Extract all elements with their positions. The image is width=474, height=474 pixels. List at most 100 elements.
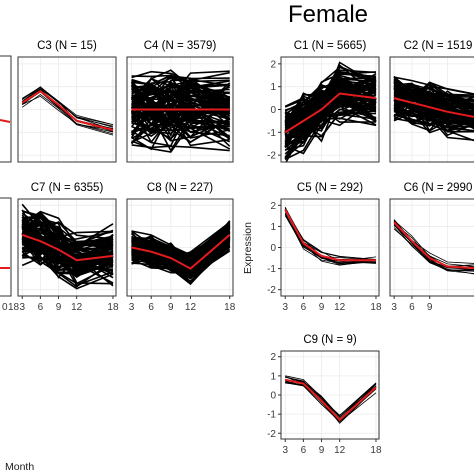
x-axis-label-fragment: Month	[5, 461, 34, 473]
panel-frame	[389, 56, 474, 163]
member-line	[131, 118, 231, 144]
cropped-xtick: 0	[2, 302, 8, 313]
y-tick-label: 2	[270, 59, 276, 70]
member-line	[21, 94, 114, 136]
cluster-panel: C5 (N = 292) 2 1 0 -1 -2	[267, 182, 380, 297]
x-tick-label: 9	[168, 302, 174, 313]
y-tick-label: 2	[270, 352, 276, 363]
member-line	[130, 82, 230, 118]
member-line	[21, 220, 114, 249]
panel-frame	[17, 198, 117, 297]
x-tick-label: 3	[282, 302, 288, 313]
member-line	[393, 101, 474, 132]
cropped-panel-left-mid	[0, 197, 12, 297]
cropped-panel-left-top	[0, 55, 12, 163]
y-tick-label: -1	[267, 128, 276, 139]
panel-title: C8 (N = 227)	[147, 182, 213, 194]
x-tick-label: 9	[319, 302, 325, 313]
panel-title: C3 (N = 15)	[37, 40, 97, 52]
member-line	[131, 234, 231, 274]
member-line	[131, 86, 231, 115]
member-line	[131, 69, 230, 99]
member-line	[131, 243, 231, 272]
x-tick-label: 18	[370, 445, 382, 456]
panel-title: C7 (N = 6355)	[31, 182, 104, 194]
x-tick-label: 6	[148, 302, 154, 313]
member-line	[393, 92, 474, 111]
member-line	[131, 241, 231, 275]
member-line	[394, 85, 474, 109]
member-line	[21, 86, 114, 128]
panel-frame	[389, 198, 474, 297]
mean-line	[284, 209, 376, 262]
x-tick-label: 3	[129, 302, 135, 313]
x-tick-label: 12	[334, 302, 346, 313]
panel-frame	[126, 56, 234, 163]
member-line	[284, 91, 377, 134]
x-tick-label: 9	[319, 445, 325, 456]
member-line	[131, 91, 230, 126]
x-tick-label: 3	[282, 445, 288, 456]
x-tick-label: 3	[19, 302, 25, 313]
member-line	[22, 255, 114, 290]
member-line	[394, 109, 474, 129]
x-tick-label: 12	[334, 445, 346, 456]
member-line	[131, 90, 231, 121]
member-line	[131, 228, 231, 261]
member-line	[284, 64, 377, 133]
member-line	[131, 88, 230, 117]
member-line	[284, 98, 377, 149]
member-line	[131, 112, 231, 153]
member-line	[131, 233, 231, 257]
member-line	[393, 105, 474, 127]
mean-line	[21, 89, 114, 131]
y-tick-label: -2	[267, 429, 276, 440]
cluster-panel: C9 (N = 9) 2 1 0 -1 -2 3 6 9 12 18	[267, 334, 382, 456]
y-tick-label: -1	[267, 410, 276, 421]
x-tick-label: 3	[391, 302, 397, 313]
cropped-xtick: 18	[8, 302, 20, 313]
member-line	[393, 227, 474, 272]
mean-line	[393, 97, 474, 118]
y-tick-label: 0	[270, 243, 276, 254]
x-tick-label: 6	[301, 302, 307, 313]
member-line	[284, 102, 377, 137]
cluster-panel: C3 (N = 15)	[17, 40, 117, 163]
member-lines	[284, 61, 377, 162]
panel-title: C9 (N = 9)	[303, 334, 357, 346]
y-tick-label: 0	[270, 391, 276, 402]
panel-title: C4 (N = 3579)	[144, 40, 217, 52]
y-tick-label: 1	[270, 371, 276, 382]
x-tick-label: 12	[185, 302, 197, 313]
member-line	[284, 215, 377, 265]
member-line	[131, 111, 230, 151]
cropped-panel-left-top-mean	[0, 119, 11, 123]
cluster-panel: C7 (N = 6355)	[17, 182, 117, 297]
panel-title: C5 (N = 292)	[297, 182, 363, 194]
member-line	[393, 85, 474, 120]
cluster-panel: C1 (N = 5665) 2 1 0 -1 -2	[267, 40, 380, 163]
y-axis-label: Expression	[242, 222, 254, 274]
member-lines	[21, 203, 114, 290]
y-tick-label: 1	[270, 82, 276, 93]
mean-line	[131, 234, 231, 270]
x-tick-label: 9	[56, 302, 62, 313]
member-line	[131, 243, 231, 283]
panel-frame	[17, 56, 117, 163]
cluster-panel: C6 (N = 2990	[389, 182, 474, 297]
y-tick-label: -2	[267, 151, 276, 162]
panel-frame	[126, 198, 234, 297]
cluster-panel: C4 (N = 3579)	[126, 40, 234, 163]
x-tick-label: 6	[301, 445, 307, 456]
panel-title: C1 (N = 5665)	[294, 40, 367, 52]
mean-line	[284, 378, 377, 422]
member-line	[284, 77, 377, 124]
mean-line	[393, 221, 474, 270]
y-tick-label: -2	[267, 285, 276, 296]
member-line	[131, 82, 231, 115]
x-tick-label: 9	[427, 302, 433, 313]
group-title: Female	[288, 1, 368, 28]
member-line	[393, 104, 474, 125]
member-lines	[130, 69, 231, 153]
x-tick-label: 18	[224, 302, 236, 313]
